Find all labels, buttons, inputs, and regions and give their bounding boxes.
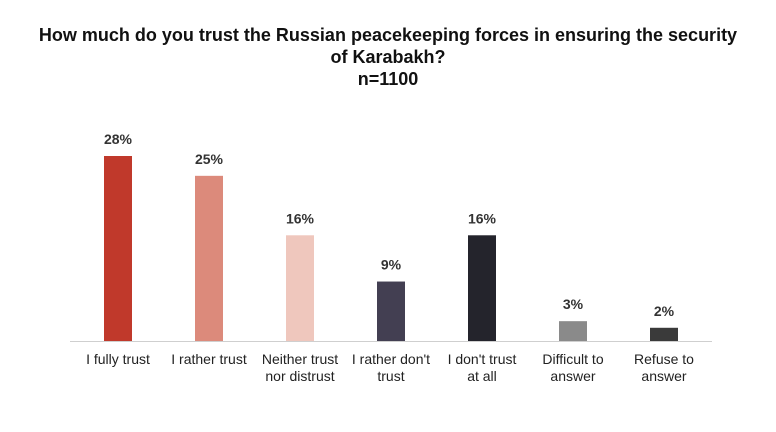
category-label-1: I rather trust [171,351,247,367]
data-label-5: 3% [563,296,584,312]
data-label-6: 2% [654,303,675,319]
category-label-3: I rather don't trust [352,351,430,384]
data-label-4: 16% [468,210,497,226]
bar-5 [559,321,587,341]
data-label-0: 28% [104,131,133,147]
bar-6 [650,327,678,341]
chart-title-block: How much do you trust the Russian peacek… [0,24,776,90]
bar-2 [286,235,314,341]
category-label-6: Refuse to answer [634,351,694,384]
category-label-2: Neither trust nor distrust [262,351,338,384]
bar-3 [377,281,405,341]
bar-4 [468,235,496,341]
category-label-4: I don't trust at all [448,351,517,384]
category-label-0: I fully trust [86,351,150,367]
chart-title: How much do you trust the Russian peacek… [38,25,738,67]
data-label-3: 9% [381,257,402,273]
category-label-5: Difficult to answer [542,351,603,384]
data-label-2: 16% [286,210,315,226]
bar-1 [195,175,223,341]
chart-subtitle: n=1100 [357,69,419,89]
data-label-1: 25% [195,151,224,167]
bar-0 [104,156,132,341]
